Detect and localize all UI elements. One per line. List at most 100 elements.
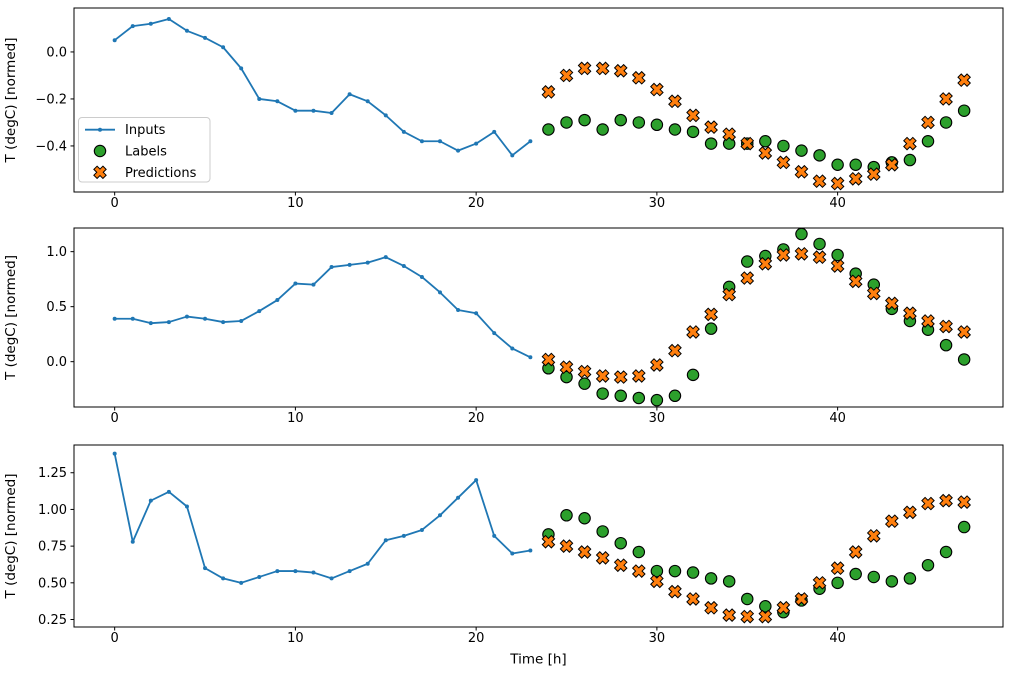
inputs-point: [329, 576, 334, 581]
predictions-marker: [577, 364, 592, 379]
legend-x-handle: [93, 165, 107, 180]
y-axis-label: T (degC) [normed]: [3, 474, 19, 600]
inputs-point: [419, 274, 424, 279]
predictions-marker: [650, 574, 664, 589]
labels-marker: [560, 116, 573, 129]
inputs-point: [401, 533, 406, 538]
legend-dot-handle: [98, 127, 102, 132]
predictions-marker: [595, 61, 610, 76]
predictions-marker: [921, 496, 935, 511]
axes-spines: [73, 7, 1004, 193]
labels-marker: [957, 104, 971, 117]
predictions-marker: [686, 325, 700, 339]
x-tick-label: 0: [111, 631, 119, 646]
labels-marker: [668, 564, 682, 578]
predictions-marker: [704, 120, 718, 135]
series-predictions: [541, 493, 971, 624]
inputs-point: [112, 451, 117, 456]
inputs-point: [184, 28, 189, 33]
predictions-marker: [884, 514, 899, 529]
inputs-point: [130, 316, 135, 321]
y-tick-label: 0.0: [46, 45, 67, 60]
predictions-marker: [631, 369, 646, 383]
predictions-marker: [939, 92, 953, 106]
x-axis: 0 10 20 30 40: [111, 192, 846, 211]
labels-marker: [903, 572, 917, 585]
predictions-marker: [939, 493, 953, 508]
legend-box: [78, 117, 211, 183]
inputs-point: [130, 539, 135, 544]
inputs-point: [437, 513, 442, 518]
inputs-point: [148, 498, 153, 503]
inputs-point: [456, 307, 461, 312]
inputs-point: [311, 282, 316, 287]
labels-marker: [650, 118, 664, 132]
inputs-point: [528, 355, 533, 360]
inputs-point: [474, 311, 479, 316]
inputs-point: [329, 265, 334, 270]
predictions-marker: [577, 61, 592, 76]
inputs-point: [365, 260, 370, 265]
plot-area: [112, 17, 971, 191]
predictions-marker: [559, 360, 574, 375]
labels-marker: [596, 387, 609, 400]
labels-marker: [957, 520, 971, 534]
predictions-marker: [686, 108, 700, 123]
y-tick-label: 1.0: [46, 245, 67, 260]
predictions-marker: [830, 561, 845, 576]
inputs-point: [239, 318, 244, 323]
y-tick-label: −0.4: [35, 139, 67, 154]
x-tick-label: 10: [287, 631, 304, 646]
y-tick-label: −0.2: [35, 92, 67, 107]
labels-marker: [957, 353, 971, 366]
x-tick-label: 10: [287, 196, 304, 211]
predictions-marker: [758, 256, 773, 271]
series-predictions: [541, 246, 971, 384]
labels-marker: [741, 255, 754, 268]
inputs-point: [112, 38, 117, 43]
x-axis: 0 10 20 30 40: [111, 627, 846, 646]
legend-item-labels: Labels: [93, 145, 167, 160]
axes-spines: [73, 444, 1004, 628]
labels-marker: [686, 125, 700, 139]
x-axis-label: Time [h]: [509, 652, 566, 668]
inputs-point: [311, 108, 316, 113]
predictions-marker: [740, 136, 755, 151]
predictions-marker: [812, 575, 827, 590]
labels-marker: [614, 389, 627, 403]
predictions-marker: [957, 73, 971, 88]
y-axis-label: T (degC) [normed]: [3, 38, 19, 164]
x-axis: 0 10 20 30 40: [111, 407, 846, 426]
subplot-3: 0 10 20 30 40 1.25 1.00 0.75 0.50 0.25 T (degC) [n…: [3, 444, 1004, 668]
predictions-marker: [794, 246, 809, 261]
inputs-point: [257, 574, 262, 579]
predictions-marker: [668, 584, 682, 599]
labels-marker: [668, 389, 682, 403]
predictions-marker: [866, 528, 881, 543]
labels-marker: [813, 237, 826, 251]
inputs-point: [148, 321, 153, 326]
inputs-point: [293, 281, 298, 286]
inputs-point: [221, 45, 226, 50]
inputs-point: [528, 548, 533, 553]
predictions-marker: [668, 94, 682, 109]
labels-marker: [777, 139, 790, 153]
predictions-marker: [595, 551, 610, 565]
labels-marker: [831, 248, 844, 262]
x-tick-label: 20: [468, 411, 485, 426]
predictions-marker: [921, 314, 935, 328]
predictions-marker: [595, 369, 610, 383]
predictions-marker: [903, 306, 917, 321]
inputs-point: [347, 92, 352, 97]
predictions-marker: [613, 370, 628, 384]
predictions-marker: [939, 319, 953, 334]
predictions-marker: [613, 558, 628, 573]
labels-marker: [578, 511, 591, 525]
labels-marker: [596, 123, 609, 136]
inputs-point: [347, 569, 352, 574]
y-axis-label: T (degC) [normed]: [3, 255, 19, 381]
predictions-marker: [957, 325, 971, 339]
labels-marker: [596, 525, 609, 538]
